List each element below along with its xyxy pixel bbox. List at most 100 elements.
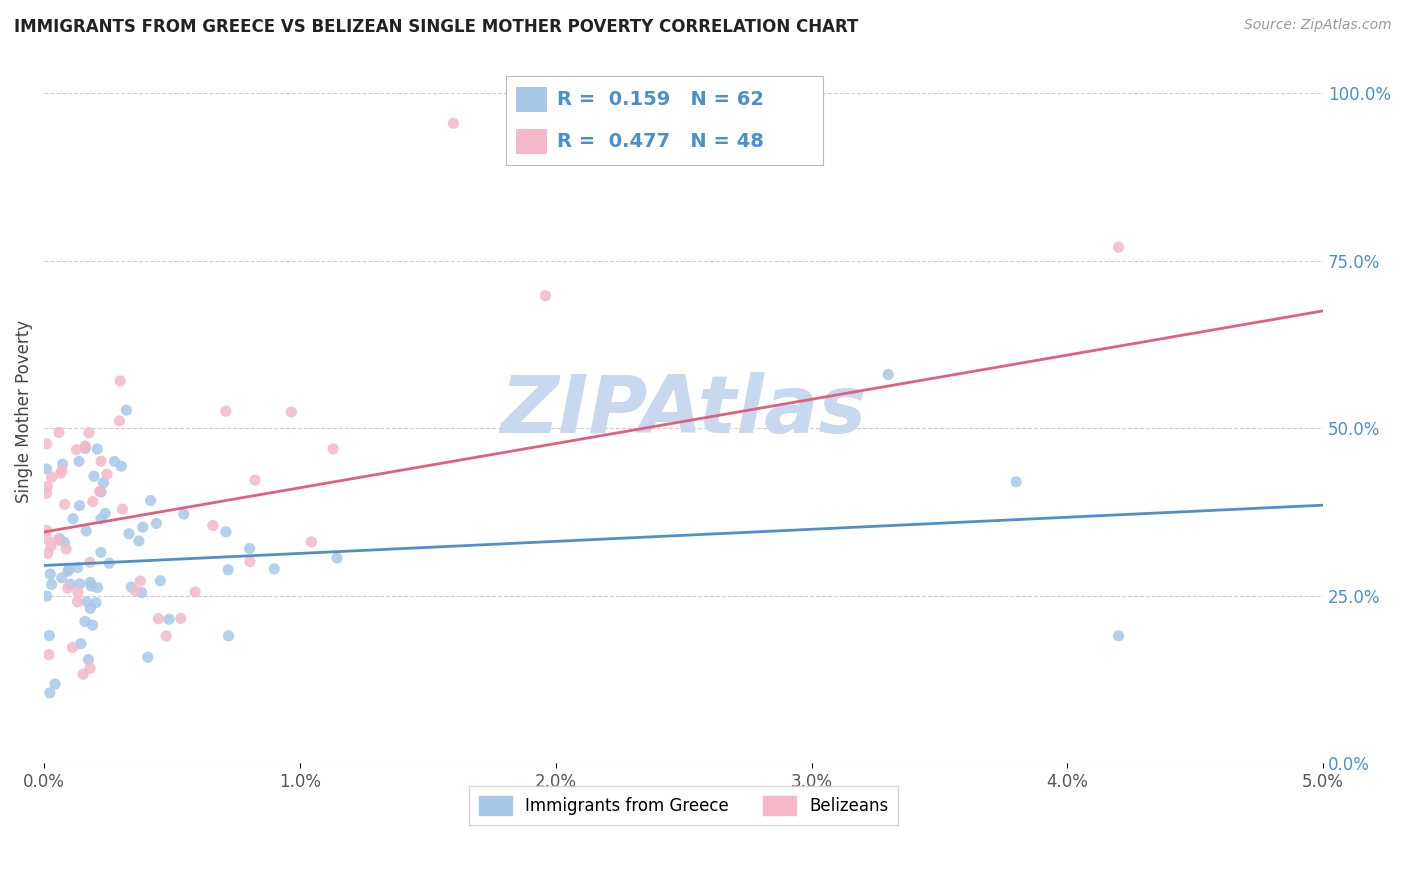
Point xyxy=(51,457,73,471)
Point xyxy=(75,524,97,538)
Point xyxy=(96,467,118,482)
Point xyxy=(77,652,100,666)
Point xyxy=(534,289,557,303)
Point xyxy=(120,580,142,594)
Point xyxy=(110,459,132,474)
Point xyxy=(201,518,224,533)
Point xyxy=(326,551,349,566)
Point xyxy=(111,502,134,516)
Point xyxy=(93,475,115,490)
Point xyxy=(184,585,207,599)
Point xyxy=(77,425,100,440)
Point xyxy=(89,484,111,499)
Point xyxy=(49,466,72,480)
Point xyxy=(115,403,138,417)
Point xyxy=(86,581,108,595)
Point xyxy=(136,650,159,665)
Point xyxy=(217,563,239,577)
Point xyxy=(148,612,170,626)
FancyBboxPatch shape xyxy=(516,129,547,154)
Point xyxy=(62,512,84,526)
Legend: Immigrants from Greece, Belizeans: Immigrants from Greece, Belizeans xyxy=(468,786,898,825)
Point xyxy=(1108,629,1130,643)
Point xyxy=(215,524,238,539)
Point xyxy=(76,594,98,608)
Text: R =  0.159   N = 62: R = 0.159 N = 62 xyxy=(557,89,763,109)
Text: ZIPAtlas: ZIPAtlas xyxy=(501,372,866,450)
Point xyxy=(322,442,344,456)
Text: Source: ZipAtlas.com: Source: ZipAtlas.com xyxy=(1244,18,1392,32)
Point xyxy=(103,454,125,468)
Point xyxy=(299,534,322,549)
Point xyxy=(118,526,141,541)
Point xyxy=(84,596,107,610)
Point xyxy=(79,661,101,675)
Point xyxy=(155,629,177,643)
Point xyxy=(67,454,90,468)
Point xyxy=(157,612,180,626)
Point xyxy=(94,506,117,520)
Point xyxy=(90,545,112,559)
Point xyxy=(51,571,73,585)
Text: R =  0.477   N = 48: R = 0.477 N = 48 xyxy=(557,132,763,152)
Point xyxy=(51,463,73,477)
Point xyxy=(90,512,112,526)
Point xyxy=(149,574,172,588)
Point xyxy=(238,541,260,556)
Point xyxy=(263,562,285,576)
Point xyxy=(280,405,302,419)
Point xyxy=(55,541,77,556)
Point xyxy=(66,595,89,609)
Point xyxy=(35,462,58,476)
Point xyxy=(1005,475,1028,489)
Point xyxy=(215,404,238,418)
Point xyxy=(82,618,104,632)
Point xyxy=(98,556,121,570)
Point xyxy=(65,442,87,457)
Point xyxy=(46,533,69,548)
Point xyxy=(39,540,62,554)
Point xyxy=(48,425,70,440)
Point xyxy=(37,546,59,560)
Point xyxy=(38,629,60,643)
Point xyxy=(86,442,108,456)
Point xyxy=(69,577,91,591)
Point xyxy=(173,507,195,521)
Point xyxy=(37,479,59,493)
Point xyxy=(90,454,112,468)
Point xyxy=(58,562,80,576)
Text: IMMIGRANTS FROM GREECE VS BELIZEAN SINGLE MOTHER POVERTY CORRELATION CHART: IMMIGRANTS FROM GREECE VS BELIZEAN SINGL… xyxy=(14,18,859,36)
Point xyxy=(131,585,153,599)
Point xyxy=(41,577,63,591)
Point xyxy=(441,116,464,130)
Point xyxy=(79,575,101,590)
Point xyxy=(44,677,66,691)
Point xyxy=(35,589,58,603)
Point xyxy=(170,611,193,625)
Point xyxy=(218,629,240,643)
Point xyxy=(83,469,105,483)
FancyBboxPatch shape xyxy=(516,87,547,112)
Point xyxy=(124,583,146,598)
Point xyxy=(70,637,93,651)
Point xyxy=(66,560,89,574)
Point xyxy=(35,486,58,500)
Point xyxy=(53,497,76,511)
Point xyxy=(877,368,900,382)
Point xyxy=(243,473,266,487)
Point xyxy=(59,577,82,591)
Point xyxy=(139,493,162,508)
Point xyxy=(128,533,150,548)
Point xyxy=(79,601,101,615)
Point xyxy=(132,520,155,534)
Point xyxy=(60,640,83,655)
Point xyxy=(75,442,97,456)
Point xyxy=(129,574,152,588)
Point xyxy=(56,581,79,595)
Point xyxy=(38,648,60,662)
Point xyxy=(82,494,104,508)
Y-axis label: Single Mother Poverty: Single Mother Poverty xyxy=(15,320,32,503)
Point xyxy=(56,564,79,578)
Point xyxy=(108,414,131,428)
Point xyxy=(53,535,76,549)
